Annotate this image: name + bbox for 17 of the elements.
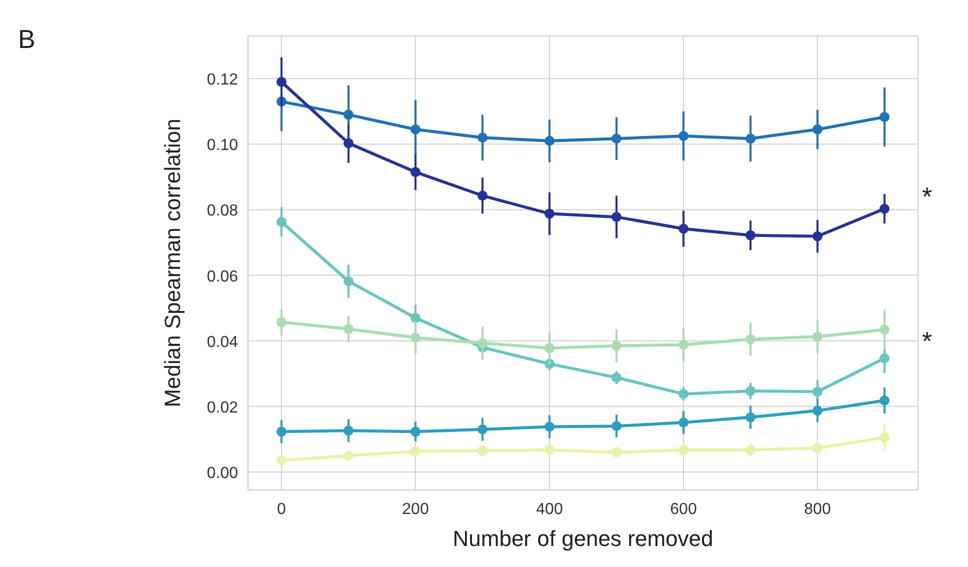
y-tick-label: 0.00: [206, 464, 238, 482]
y-axis-title: Median Spearman correlation: [160, 118, 185, 408]
x-tick-label: 600: [670, 501, 697, 518]
x-tick-label: 400: [536, 501, 563, 518]
y-tick-label: 0.10: [206, 137, 238, 154]
text: *: [922, 182, 932, 212]
x-tick-label: 200: [402, 501, 429, 518]
y-tick-label: 0.08: [206, 202, 238, 220]
x-tick-label: 800: [804, 501, 831, 518]
x-axis-title: Number of genes removed: [452, 526, 714, 551]
text: B: [18, 24, 36, 54]
y-tick-label: 0.06: [206, 268, 238, 286]
y-tick-label: 0.02: [206, 399, 238, 416]
x-tick-label: 0: [277, 501, 286, 518]
y-tick-label: 0.04: [206, 334, 238, 351]
text: *: [922, 326, 932, 356]
y-tick-label: 0.12: [206, 72, 238, 89]
